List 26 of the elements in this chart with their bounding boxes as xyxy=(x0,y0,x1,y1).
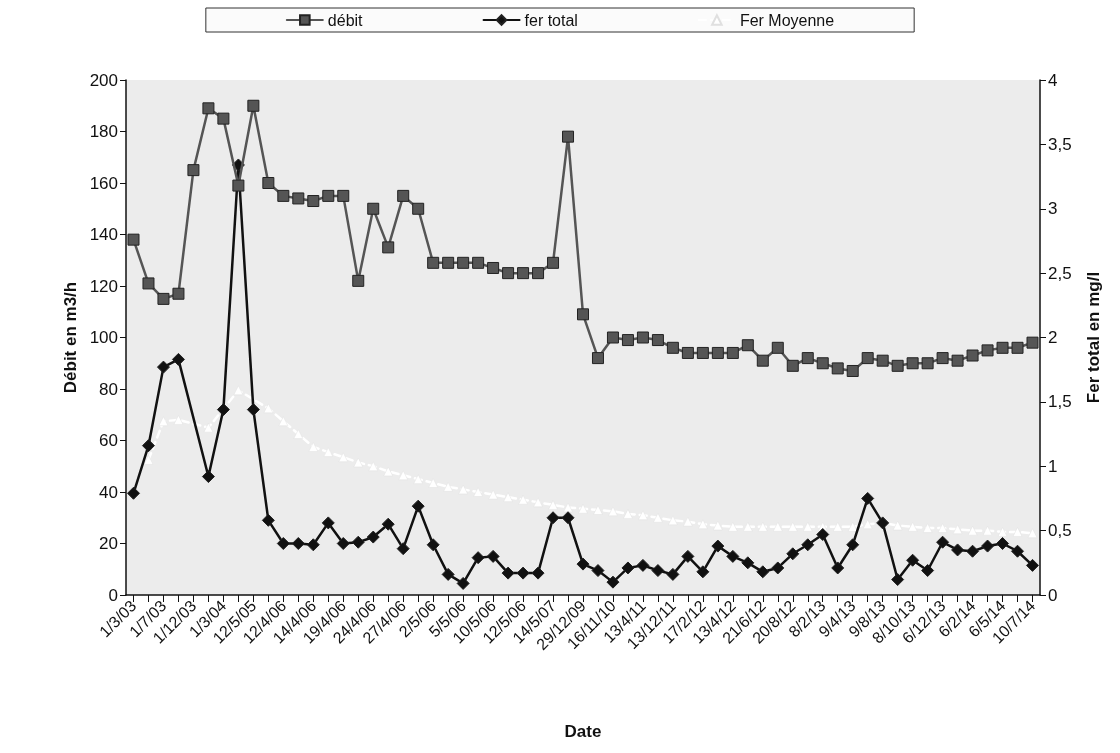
legend-label: Fer Moyenne xyxy=(739,11,835,29)
y-tick-label: 20 xyxy=(99,534,118,553)
y-tick-label: 40 xyxy=(99,482,118,502)
y2-tick-label: 1 xyxy=(1048,456,1058,476)
y-tick-label: 160 xyxy=(89,173,118,193)
y2-tick-label: 0 xyxy=(1048,585,1058,605)
y2-tick-label: 1,5 xyxy=(1048,392,1072,412)
y-tick-label: 120 xyxy=(89,276,118,296)
y-tick-label: 0 xyxy=(108,585,118,605)
y2-tick-label: 2 xyxy=(1048,328,1058,347)
y-tick-label: 140 xyxy=(89,225,118,244)
y-tick-label: 200 xyxy=(89,70,118,90)
y-tick-label: 100 xyxy=(89,328,118,347)
y2-tick-label: 3 xyxy=(1048,199,1058,219)
y2-tick-label: 2,5 xyxy=(1048,263,1072,283)
y2-axis-title: Fer total en mg/l xyxy=(1084,271,1103,404)
y2-tick-label: 3,5 xyxy=(1048,134,1072,154)
y-tick-label: 80 xyxy=(99,379,118,399)
y-tick-label: 60 xyxy=(99,431,118,450)
y2-tick-label: 0,5 xyxy=(1048,521,1072,541)
legend-label: fer total xyxy=(524,11,578,29)
y-tick-label: 180 xyxy=(89,122,118,141)
legend-label: débit xyxy=(327,11,364,29)
y-axis-title: Débit en m3/h xyxy=(60,281,80,394)
x-axis-title: Date xyxy=(564,722,602,741)
y2-tick-label: 4 xyxy=(1048,70,1058,90)
